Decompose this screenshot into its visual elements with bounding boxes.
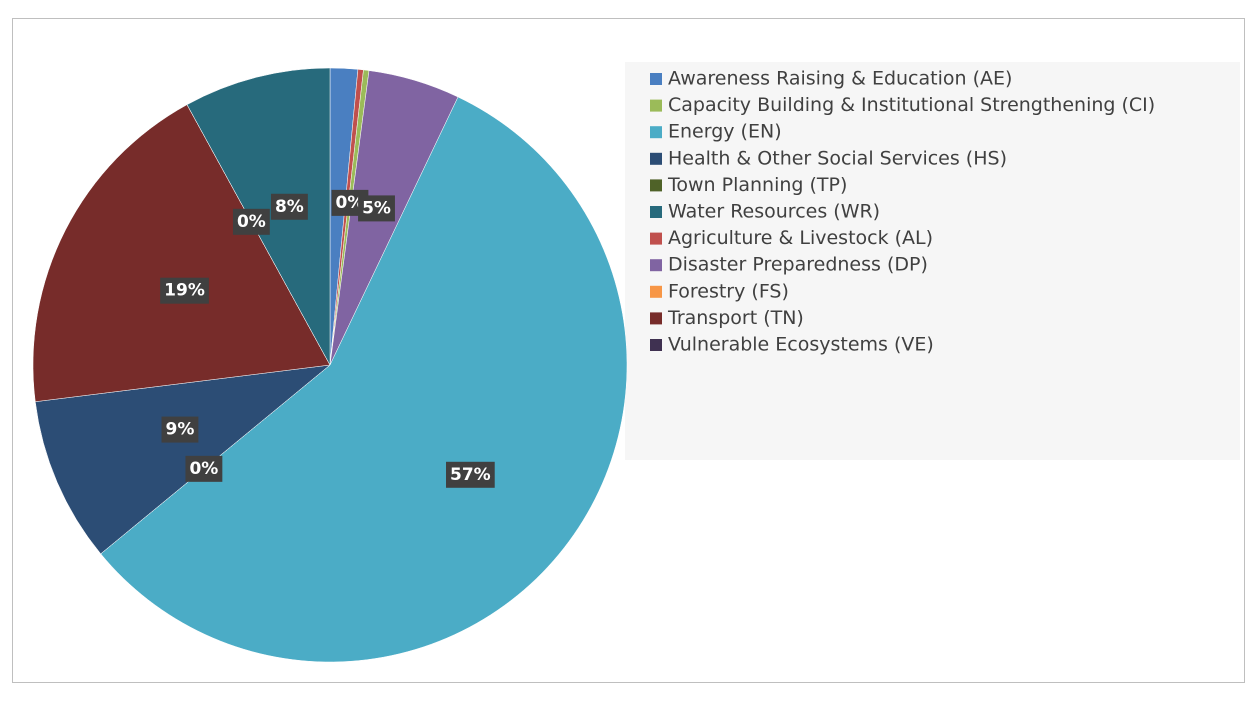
legend-swatch <box>650 285 662 298</box>
legend-label: Disaster Preparedness (DP) <box>668 254 928 276</box>
legend-label: Agriculture & Livestock (AL) <box>668 227 933 249</box>
data-label: 8% <box>275 197 304 217</box>
legend-label: Capacity Building & Institutional Streng… <box>668 94 1155 116</box>
legend-swatch <box>650 259 662 272</box>
data-label: 57% <box>450 465 491 485</box>
data-label-bg <box>232 208 270 235</box>
pie-slice <box>32 104 331 403</box>
data-label-bg <box>161 416 199 443</box>
legend-label: Water Resources (WR) <box>668 201 880 223</box>
data-label: 19% <box>164 281 205 301</box>
legend-label: Transport (TN) <box>667 307 804 329</box>
pie-slice <box>100 96 628 663</box>
data-label-bg <box>446 461 495 488</box>
data-label-bg <box>185 455 223 482</box>
data-label-bg <box>270 193 308 220</box>
legend-swatch <box>650 232 662 245</box>
pie-slice <box>35 364 331 555</box>
legend-swatch <box>650 312 662 325</box>
data-label: 0% <box>189 459 218 479</box>
legend-swatch <box>650 206 662 218</box>
data-label: 5% <box>362 198 391 218</box>
legend-label: Awareness Raising & Education (AE) <box>668 68 1012 90</box>
data-label: 9% <box>166 420 195 440</box>
data-label-bg <box>160 277 209 304</box>
data-label: 0% <box>336 193 365 213</box>
legend-label: Town Planning (TP) <box>667 174 847 196</box>
legend-label: Health & Other Social Services (HS) <box>668 147 1007 169</box>
legend-box <box>625 62 1240 460</box>
data-label: 0% <box>237 212 266 232</box>
data-label-bg <box>358 195 395 222</box>
legend-swatch <box>650 179 662 192</box>
legend-label: Vulnerable Ecosystems (VE) <box>668 334 934 356</box>
legend-swatch <box>650 152 662 165</box>
legend-swatch <box>650 126 662 139</box>
legend-swatch <box>650 73 662 85</box>
legend-swatch <box>650 99 662 112</box>
legend-label: Energy (EN) <box>668 121 782 143</box>
legend-label: Forestry (FS) <box>668 280 789 302</box>
legend-swatch <box>650 339 662 351</box>
